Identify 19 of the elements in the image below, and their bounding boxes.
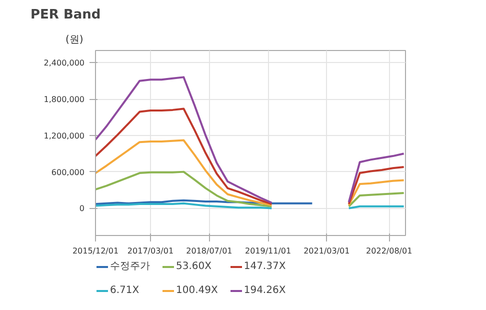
legend-label: 147.37X (244, 260, 286, 272)
y-tick-label: 0 (79, 204, 85, 214)
y-tick-label: 2,400,000 (44, 58, 85, 68)
x-tick-label: 2017/03/01 (127, 246, 174, 256)
y-axis-title: (원) (66, 34, 84, 46)
y-tick-label: 600,000 (51, 168, 85, 177)
x-tick-label: 2019/11/01 (244, 246, 292, 256)
x-tick-label: 2015/12/01 (72, 246, 119, 256)
legend-label: 6.71X (110, 285, 140, 296)
chart-title: PER Band (30, 8, 101, 22)
legend-label: 수정주가 (110, 260, 150, 273)
legend-label: 194.26X (244, 285, 286, 296)
legend-label: 100.49X (176, 285, 218, 296)
x-tick-label: 2022/08/01 (366, 246, 412, 256)
x-tick-label: 2018/07/01 (186, 246, 232, 256)
y-tick-label: 1,200,000 (44, 131, 85, 140)
legend-label: 53.60X (176, 260, 212, 272)
y-tick-label: 1,800,000 (44, 95, 85, 104)
x-tick-label: 2021/03/01 (304, 246, 350, 256)
